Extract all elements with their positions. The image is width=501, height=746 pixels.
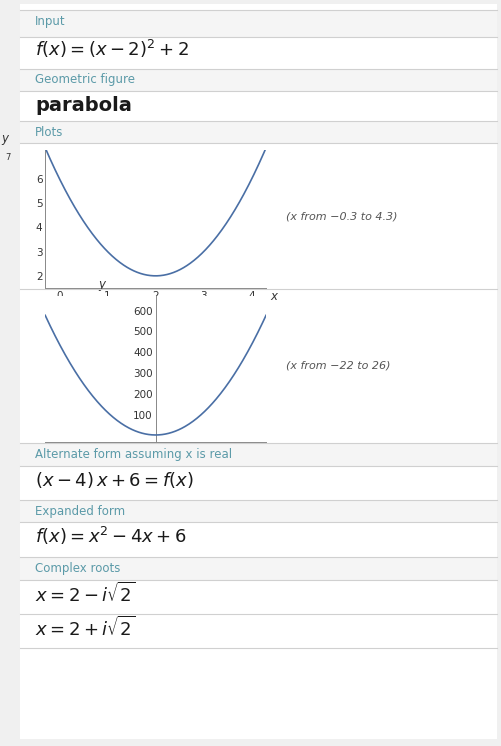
Text: $x = 2 + i\sqrt{2}$: $x = 2 + i\sqrt{2}$ bbox=[35, 616, 135, 640]
Text: Complex roots: Complex roots bbox=[35, 562, 120, 575]
Text: Alternate form assuming x is real: Alternate form assuming x is real bbox=[35, 448, 232, 461]
Text: parabola: parabola bbox=[35, 96, 132, 116]
Text: Expanded form: Expanded form bbox=[35, 504, 125, 518]
Text: ▾: ▾ bbox=[402, 562, 408, 576]
Text: Input: Input bbox=[35, 15, 66, 28]
Text: 7: 7 bbox=[5, 153, 11, 162]
Text: $y$: $y$ bbox=[1, 134, 10, 147]
Text: $x$: $x$ bbox=[270, 289, 279, 303]
Text: $x$: $x$ bbox=[270, 444, 279, 457]
Text: Geometric figure: Geometric figure bbox=[35, 73, 135, 87]
Text: Plots: Plots bbox=[35, 125, 64, 139]
Text: $y$: $y$ bbox=[98, 279, 107, 293]
Text: $f(x) = (x - 2)^2 + 2$: $f(x) = (x - 2)^2 + 2$ bbox=[35, 37, 189, 60]
Text: Cartesian form: Cartesian form bbox=[311, 564, 389, 574]
Text: $f(x) = x^2 - 4x + 6$: $f(x) = x^2 - 4x + 6$ bbox=[35, 525, 186, 548]
Text: (x from −22 to 26): (x from −22 to 26) bbox=[286, 360, 390, 371]
Text: $x = 2 - i\sqrt{2}$: $x = 2 - i\sqrt{2}$ bbox=[35, 582, 135, 606]
Text: (x from −0.3 to 4.3): (x from −0.3 to 4.3) bbox=[286, 211, 397, 222]
Text: $(x - 4)\,x + 6 = f(x)$: $(x - 4)\,x + 6 = f(x)$ bbox=[35, 470, 194, 489]
